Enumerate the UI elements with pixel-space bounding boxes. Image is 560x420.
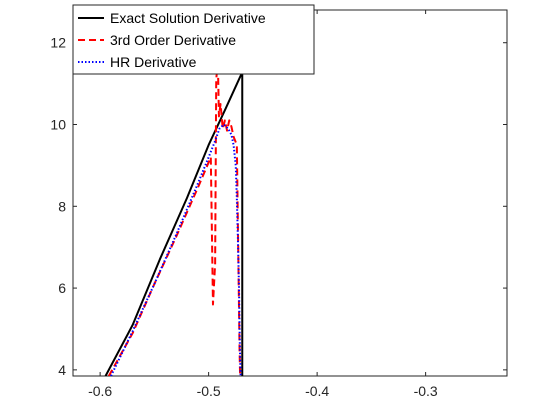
- x-tick-label: -0.4: [305, 383, 329, 399]
- series-line-3rd-order: [107, 60, 242, 376]
- y-tick-label: 6: [58, 280, 66, 296]
- series-layer: [104, 60, 244, 376]
- x-tick-label: -0.3: [414, 383, 438, 399]
- legend-label-hr: HR Derivative: [110, 54, 197, 70]
- y-tick-label: 10: [50, 117, 66, 133]
- legend: Exact Solution Derivative 3rd Order Deri…: [72, 4, 315, 75]
- series-line-hr: [110, 123, 242, 376]
- y-axis: 4 6 8 10 12: [50, 35, 507, 378]
- x-axis: -0.6 -0.5 -0.4 -0.3: [88, 10, 438, 399]
- y-tick-label: 8: [58, 198, 66, 214]
- y-tick-label: 12: [50, 35, 66, 51]
- series-line-exact: [104, 71, 244, 376]
- legend-label-3rd-order: 3rd Order Derivative: [110, 32, 236, 48]
- legend-box: [72, 4, 315, 75]
- y-tick-label: 4: [58, 362, 66, 378]
- x-tick-label: -0.6: [88, 383, 112, 399]
- x-tick-label: -0.5: [197, 383, 221, 399]
- legend-label-exact: Exact Solution Derivative: [110, 10, 266, 26]
